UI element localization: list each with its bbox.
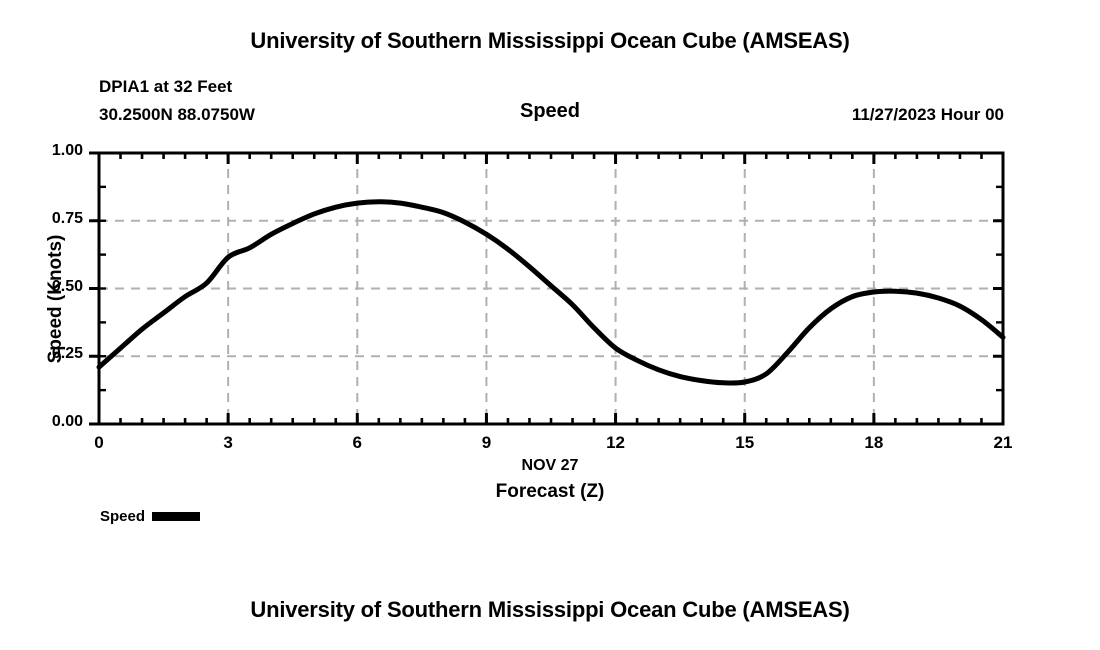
chart-legend: Speed [100,508,201,525]
y-tick-label: 0.00 [51,413,83,430]
page-title-bottom: University of Southern Mississippi Ocean… [250,597,850,622]
y-tick-label: 0.75 [51,209,83,227]
station-label: DPIA1 at 32 Feet [99,77,233,96]
axis-ticks [89,151,1005,426]
x-tick-label: 0 [94,433,104,452]
y-axis-label: Speed (Knots) [45,234,66,364]
legend-item-speed-swatch [152,512,201,521]
x-axis-date-label: NOV 27 [521,457,579,474]
x-tick-label: 12 [606,433,626,452]
y-tick-label: 1.00 [51,142,83,159]
x-tick-label: 21 [993,433,1013,452]
x-tick-label: 3 [223,433,233,452]
x-tick-label: 18 [864,433,884,452]
model-run-timestamp: 11/27/2023 Hour 00 [851,105,1004,124]
x-tick-label: 6 [352,433,363,452]
coordinates-label: 30.2500N 88.0750W [99,105,255,124]
x-tick-label: 15 [735,433,755,452]
page-title-top: University of Southern Mississippi Ocean… [250,28,850,53]
chart-subtitle: Speed [519,100,581,122]
series-line-speed [96,199,1006,386]
x-tick-label: 9 [481,433,492,452]
y-tick-label: 0.50 [51,277,83,295]
legend-item-speed-label: Speed [100,508,146,525]
x-axis-label: Forecast (Z) [495,481,605,502]
y-tick-label: 0.25 [51,345,83,363]
